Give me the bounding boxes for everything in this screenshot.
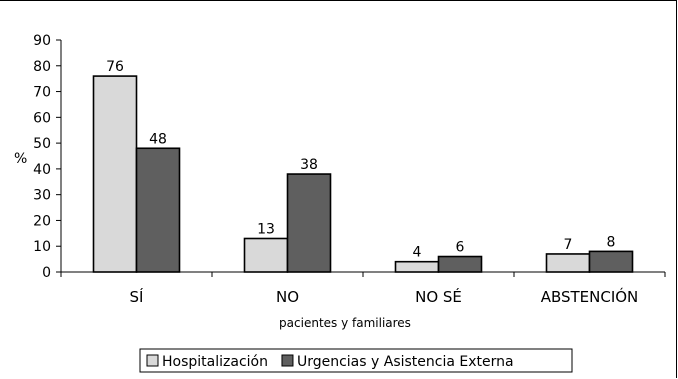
data-label: 13 xyxy=(257,221,275,237)
y-tick-label: 90 xyxy=(33,33,51,49)
legend-swatch-hospitalizacion xyxy=(146,354,159,367)
data-label: 38 xyxy=(300,157,318,173)
bar-urgencias-1 xyxy=(286,173,332,273)
data-label: 48 xyxy=(149,131,167,147)
data-label: 4 xyxy=(413,245,422,261)
bar-hospitalizacion-0 xyxy=(92,75,138,273)
y-tick-label: 30 xyxy=(33,188,51,204)
x-tick-label: NO SÉ xyxy=(415,287,462,306)
y-tick-label: 20 xyxy=(33,213,51,229)
bar-hospitalizacion-2 xyxy=(394,260,440,273)
data-label: 6 xyxy=(456,240,465,256)
legend: Hospitalización Urgencias y Asistencia Ex… xyxy=(139,348,573,373)
bar-hospitalizacion-1 xyxy=(243,237,289,273)
y-tick-label: 70 xyxy=(33,85,51,101)
legend-swatch-urgencias xyxy=(281,354,294,367)
bar-hospitalizacion-3 xyxy=(545,253,591,273)
y-axis-label: % xyxy=(14,151,27,167)
y-tick-label: 80 xyxy=(33,59,51,75)
y-tick-label: 40 xyxy=(33,162,51,178)
x-tick-label: NO xyxy=(276,288,299,306)
bar-urgencias-3 xyxy=(588,250,634,273)
legend-box xyxy=(139,348,573,373)
legend-label-hospitalizacion: Hospitalización xyxy=(162,354,268,370)
y-tick-label: 50 xyxy=(33,136,51,152)
x-tick-label: ABSTENCIÓN xyxy=(541,287,639,306)
y-tick-label: 60 xyxy=(33,110,51,126)
legend-label-urgencias: Urgencias y Asistencia Externa xyxy=(297,354,514,370)
bar-urgencias-0 xyxy=(135,147,181,273)
data-label: 8 xyxy=(607,234,616,250)
data-label: 7 xyxy=(564,237,573,253)
bars: 76 48 13 38 4 6 7 8 xyxy=(92,59,634,273)
x-axis-label: pacientes y familiares xyxy=(279,316,411,330)
y-tick-label: 0 xyxy=(42,265,51,281)
axes: 0 10 20 30 40 50 60 70 80 90 SÍ NO NO SÉ ABSTENCIÓN xyxy=(33,33,666,306)
data-label: 76 xyxy=(106,59,124,75)
y-tick-label: 10 xyxy=(33,239,51,255)
bar-urgencias-2 xyxy=(437,255,483,273)
x-tick-label: SÍ xyxy=(130,287,144,306)
